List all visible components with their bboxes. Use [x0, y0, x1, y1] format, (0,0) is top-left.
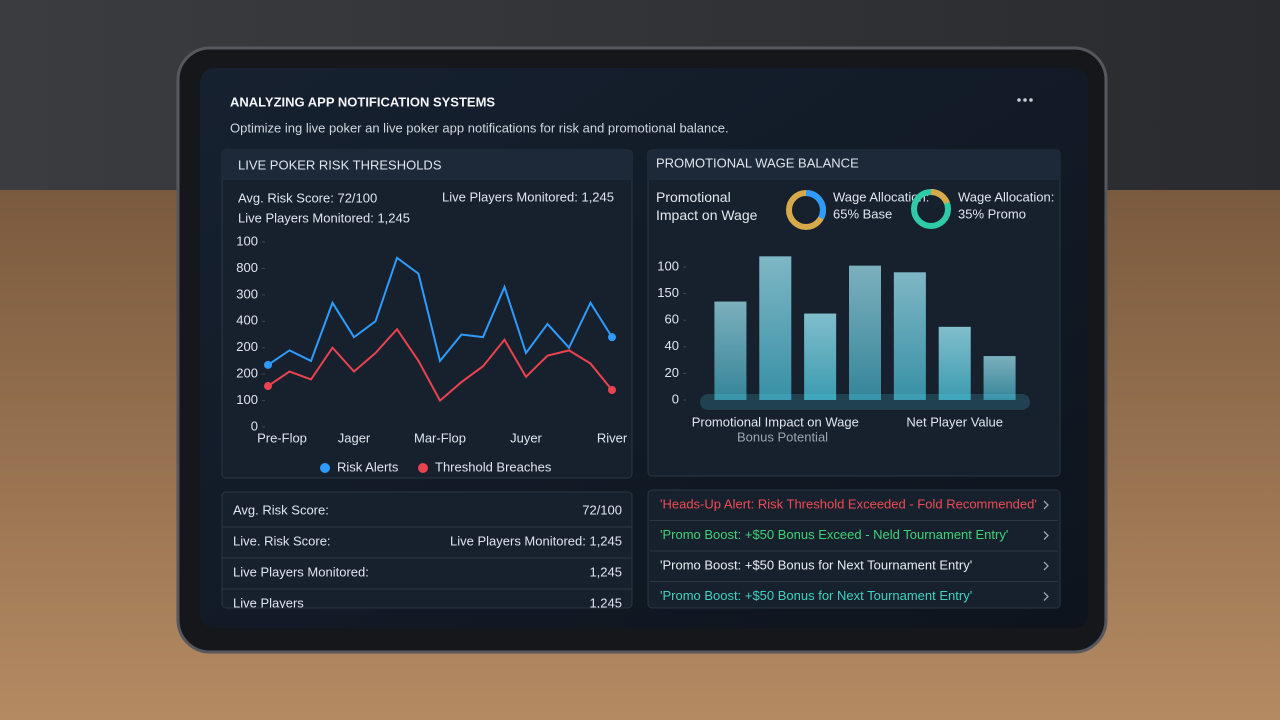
end-point — [264, 360, 272, 369]
donut-text: 65% Base — [833, 206, 892, 221]
x-tick-label: Juyer — [510, 430, 542, 445]
x-tick-label: River — [597, 430, 628, 445]
y-tick-label: 400 — [236, 313, 258, 328]
row-label: Live Players Monitored: — [233, 564, 369, 579]
notification-text: 'Promo Boost: +$50 Bonus for Next Tourna… — [660, 557, 972, 572]
x-tick-label: Mar-Flop — [414, 430, 466, 445]
y-tick-label: 60 — [665, 312, 679, 327]
notification-list: 'Heads-Up Alert: Risk Threshold Exceeded… — [650, 496, 1058, 603]
legend-marker — [320, 463, 330, 473]
panel-title: PROMOTIONAL WAGE BALANCE — [656, 155, 859, 170]
subtitle: Optimize ing live poker an live poker ap… — [230, 120, 729, 135]
y-tick-label: 0 — [672, 391, 679, 406]
bar-sheen — [804, 313, 837, 400]
notification[interactable]: 'Promo Boost: +$50 Bonus for Next Tourna… — [660, 557, 1049, 572]
bar-sheen — [759, 256, 792, 400]
row-label: Live. Risk Score: — [233, 533, 331, 548]
x-tick-label: Pre-Flop — [257, 430, 307, 445]
donut-label: Wage Allocation: — [833, 189, 929, 204]
stat: Avg. Risk Score: 72/100 — [238, 190, 377, 205]
line — [267, 256, 613, 366]
chevron — [1043, 592, 1049, 601]
panel-header — [648, 150, 1060, 180]
donut-arc — [930, 188, 950, 205]
stat: Live Players Monitored: 1,245 — [238, 210, 410, 225]
donut: Wage Allocation: 65% Base — [786, 189, 929, 230]
summary-panel — [221, 491, 633, 609]
y-tick-label: 200 — [236, 339, 258, 354]
row-value: 1,245 — [589, 564, 622, 579]
chevron — [1043, 500, 1049, 510]
stat: Live Players Monitored: 1,245 — [442, 189, 614, 204]
legend-marker — [418, 463, 428, 473]
notification-text: 'Promo Boost: +$50 Bonus for Next Tourna… — [660, 588, 972, 603]
donut-arc — [805, 190, 826, 220]
row-value: 72/100 — [582, 502, 622, 517]
promo-label: Promotional Impact on Wage — [656, 189, 758, 223]
y-tick-label: 200 — [236, 366, 258, 381]
bar-sheen — [983, 356, 1016, 400]
donut-label: Wage Allocation: — [958, 189, 1054, 204]
row-label: Live Players — [233, 595, 304, 610]
donut: Wage Allocation: 35% Promo — [911, 188, 1054, 229]
end-point — [608, 333, 616, 342]
notification-text: 'Heads-Up Alert: Risk Threshold Exceeded… — [660, 496, 1037, 511]
row-value: 1,245 — [589, 595, 622, 610]
notification[interactable]: 'Promo Boost: +$50 Bonus for Next Tourna… — [660, 588, 1049, 603]
panel-header — [222, 150, 632, 180]
y-tick-label: 20 — [665, 365, 679, 380]
chevron — [1043, 531, 1049, 540]
dot — [1023, 98, 1027, 102]
notification-panel — [647, 489, 1061, 609]
bar-sheen — [938, 326, 971, 400]
y-tick-label: 0 — [251, 418, 258, 433]
legend-label: Risk Alerts — [337, 459, 399, 474]
panel-title: LIVE POKER RISK THRESHOLDS — [238, 157, 442, 172]
y-tick-label: 100 — [657, 258, 679, 273]
row-value: Live Players Monitored: 1,245 — [450, 533, 622, 548]
bar-sheen — [893, 272, 926, 400]
notification[interactable]: 'Promo Boost: +$50 Bonus Exceed - Neld T… — [660, 527, 1049, 542]
title: ANALYZING APP NOTIFICATION SYSTEMS — [230, 94, 495, 109]
y-tick-label: 300 — [236, 286, 258, 301]
legend-label: Threshold Breaches — [435, 459, 552, 474]
x-tick-label: Net Player Value — [906, 414, 1003, 429]
y-tick-label: 100 — [236, 233, 258, 248]
end-point — [608, 386, 616, 394]
x-tick-label: Promotional Impact on Wage — [692, 414, 859, 429]
dot — [1029, 98, 1033, 102]
promo-label-box: Promotional Impact on Wage — [656, 189, 758, 223]
line — [267, 327, 613, 403]
x-tick-label: Jager — [338, 430, 371, 445]
y-tick-label: 800 — [236, 260, 258, 275]
bar-sheen — [714, 301, 747, 400]
donut-text: 35% Promo — [958, 206, 1026, 221]
notification-text: 'Promo Boost: +$50 Bonus Exceed - Neld T… — [660, 527, 1008, 542]
y-tick-label: 40 — [665, 338, 679, 353]
chevron — [1043, 561, 1049, 571]
x-axis-label: Bonus Potential — [737, 429, 828, 444]
summary-table: Avg. Risk Score: 72/100 Live. Risk Score: L… — [222, 502, 632, 610]
bar-sheen — [849, 265, 881, 400]
dot — [1017, 98, 1021, 102]
y-tick-label: 100 — [236, 392, 258, 407]
notification[interactable]: 'Heads-Up Alert: Risk Threshold Exceeded… — [660, 496, 1049, 511]
end-point — [264, 382, 272, 391]
y-tick-label: 150 — [657, 285, 679, 300]
row-label: Avg. Risk Score: — [233, 502, 329, 517]
more-menu[interactable] — [1017, 98, 1033, 102]
